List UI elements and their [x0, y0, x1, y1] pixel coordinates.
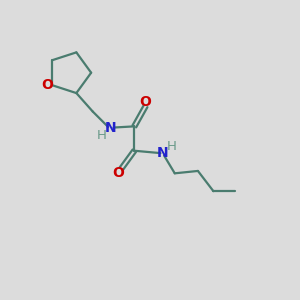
Text: H: H	[97, 129, 106, 142]
Text: N: N	[157, 146, 169, 160]
Text: O: O	[41, 78, 53, 92]
Text: O: O	[112, 166, 124, 180]
Text: N: N	[105, 121, 116, 135]
Text: O: O	[140, 95, 152, 109]
Text: H: H	[167, 140, 177, 153]
